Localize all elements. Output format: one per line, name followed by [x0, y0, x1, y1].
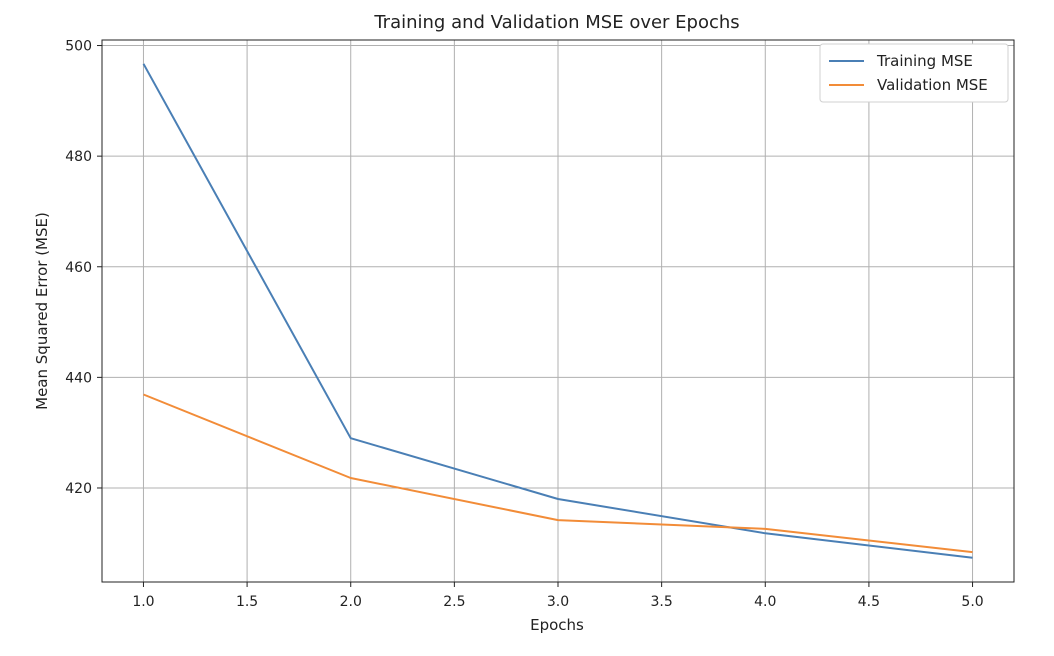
y-axis-ticks: 420 440 460 480 500 [65, 39, 102, 497]
legend-label-training: Training MSE [876, 52, 973, 70]
series-group [142, 63, 973, 559]
y-tick-label: 480 [65, 149, 92, 165]
y-tick-label: 460 [65, 260, 92, 276]
y-tick-label: 500 [65, 39, 92, 55]
grid [102, 40, 1014, 582]
x-tick-label: 1.5 [236, 594, 258, 610]
x-tick-label: 2.0 [340, 594, 362, 610]
series-line-validation [143, 393, 973, 554]
x-axis-label: Epochs [530, 616, 584, 634]
chart-title: Training and Validation MSE over Epochs [373, 12, 739, 33]
y-tick-label: 420 [65, 481, 92, 497]
series-line-training [142, 63, 973, 559]
x-tick-label: 4.0 [754, 594, 776, 610]
x-tick-label: 3.0 [547, 594, 569, 610]
legend: Training MSE Validation MSE [819, 43, 1009, 103]
x-tick-label: 2.5 [443, 594, 465, 610]
y-axis-label: Mean Squared Error (MSE) [33, 212, 51, 410]
x-tick-label: 4.5 [858, 594, 880, 610]
x-tick-label: 1.0 [132, 594, 154, 610]
x-tick-label: 3.5 [651, 594, 673, 610]
x-axis-ticks: 1.0 1.5 2.0 2.5 3.0 3.5 4.0 4.5 5.0 [132, 582, 984, 610]
legend-box [819, 43, 1009, 103]
legend-label-validation: Validation MSE [877, 76, 988, 94]
x-tick-label: 5.0 [961, 594, 983, 610]
y-tick-label: 440 [65, 370, 92, 386]
